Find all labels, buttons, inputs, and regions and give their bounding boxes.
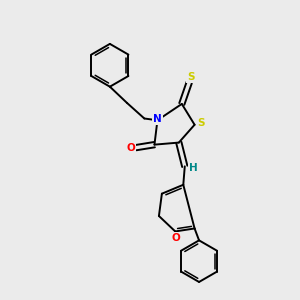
Text: N: N xyxy=(153,114,162,124)
Text: H: H xyxy=(189,163,198,173)
Text: S: S xyxy=(187,72,194,82)
Text: S: S xyxy=(197,118,205,128)
Text: O: O xyxy=(172,233,180,243)
Text: O: O xyxy=(126,142,135,153)
